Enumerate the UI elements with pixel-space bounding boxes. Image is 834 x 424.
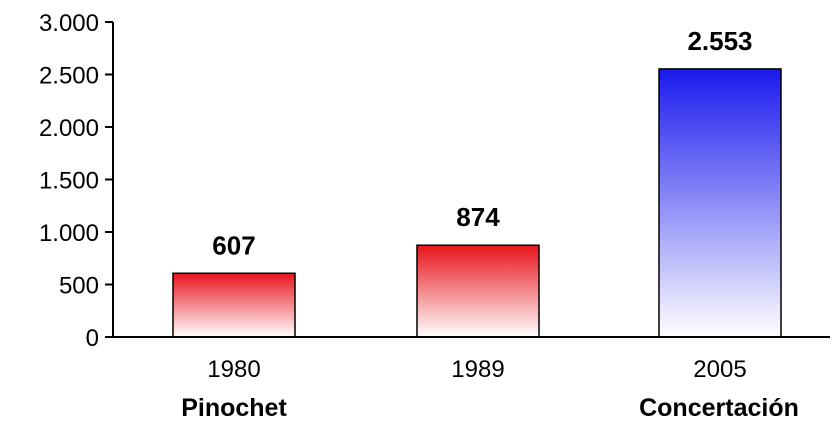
y-axis-ticks: 0 500 1.000 1.500 2.000 2.500 3.000	[39, 10, 113, 352]
y-tick-label-6: 3.000	[39, 10, 99, 37]
x-tick-label-1980: 1980	[207, 356, 260, 383]
data-label-1980: 607	[212, 230, 255, 260]
y-tick-label-2: 1.000	[39, 220, 99, 247]
y-tick-label-4: 2.000	[39, 115, 99, 142]
bar-2005	[658, 68, 782, 338]
x-axis-labels: 1980 1989 2005 Pinochet Concertación	[181, 356, 799, 422]
y-tick-label-5: 2.500	[39, 63, 99, 90]
y-tick-label-3: 1.500	[39, 168, 99, 195]
data-label-2005: 2.553	[687, 26, 752, 56]
data-label-1989: 874	[456, 202, 500, 232]
group-label-2: Concertación	[639, 394, 799, 422]
bar-1989	[416, 244, 540, 338]
x-tick-label-1989: 1989	[451, 356, 504, 383]
bar-1980	[172, 272, 296, 338]
axes	[105, 22, 830, 338]
group-label-0: Pinochet	[181, 394, 287, 422]
bars: 607 874 2.553	[172, 26, 782, 338]
y-tick-label-0: 0	[86, 325, 99, 352]
x-tick-label-2005: 2005	[693, 356, 746, 383]
y-tick-label-1: 500	[59, 273, 99, 300]
